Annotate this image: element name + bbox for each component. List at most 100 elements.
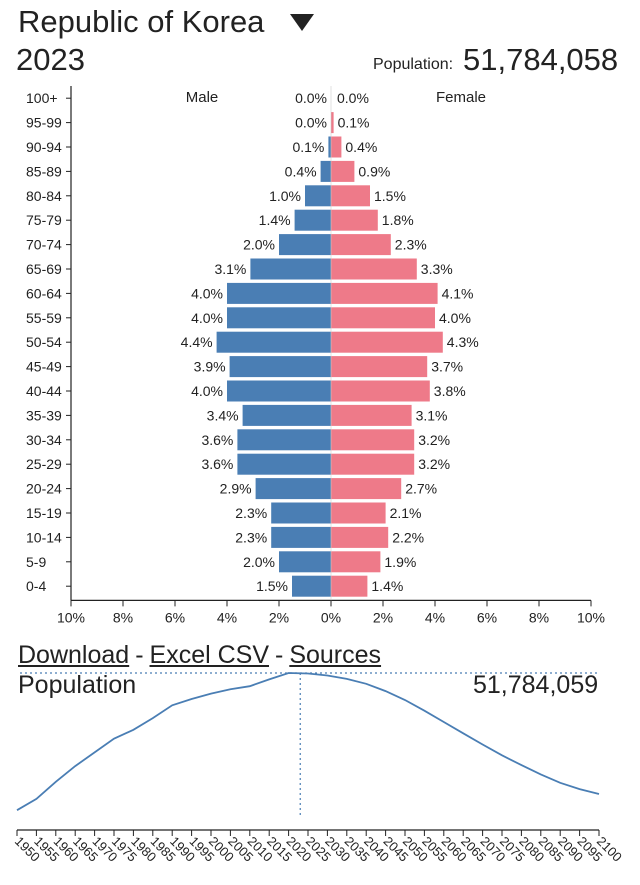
age-group-label: 95-99 bbox=[26, 115, 62, 131]
download-link[interactable]: Download bbox=[18, 641, 130, 669]
age-group-label: 55-59 bbox=[26, 310, 62, 326]
female-value-label: 1.4% bbox=[371, 578, 403, 594]
x-tick-label: 10% bbox=[577, 609, 605, 625]
legend-female: Female bbox=[436, 89, 486, 106]
country-dropdown-icon[interactable] bbox=[290, 14, 314, 31]
female-value-label: 1.9% bbox=[384, 554, 416, 570]
x-tick-label: 4% bbox=[425, 609, 445, 625]
age-group-label: 35-39 bbox=[26, 407, 62, 423]
excel-csv-link[interactable]: Excel CSV bbox=[149, 641, 269, 669]
male-bar bbox=[279, 551, 331, 573]
sources-link[interactable]: Sources bbox=[289, 641, 382, 669]
male-bar bbox=[227, 380, 331, 402]
female-value-label: 2.7% bbox=[405, 481, 437, 497]
male-value-label: 1.4% bbox=[259, 212, 291, 228]
female-value-label: 0.9% bbox=[358, 163, 390, 179]
male-bar bbox=[242, 404, 331, 426]
male-bar bbox=[305, 185, 331, 207]
male-value-label: 2.3% bbox=[235, 505, 267, 521]
male-bar bbox=[328, 136, 331, 158]
female-value-label: 3.8% bbox=[434, 383, 466, 399]
female-value-label: 4.1% bbox=[442, 285, 474, 301]
age-group-label: 90-94 bbox=[26, 139, 62, 155]
male-value-label: 3.4% bbox=[207, 407, 239, 423]
age-group-label: 15-19 bbox=[26, 505, 62, 521]
age-group-label: 70-74 bbox=[26, 237, 62, 253]
female-bar bbox=[331, 258, 417, 280]
male-bar bbox=[227, 307, 331, 329]
female-bar bbox=[331, 331, 443, 353]
age-group-label: 45-49 bbox=[26, 359, 62, 375]
link-separator: - bbox=[135, 641, 144, 669]
female-bar bbox=[331, 136, 342, 158]
line-chart-title: Population bbox=[18, 671, 137, 699]
age-group-label: 25-29 bbox=[26, 456, 62, 472]
country-title[interactable]: Republic of Korea bbox=[18, 4, 265, 39]
male-value-label: 0.4% bbox=[285, 163, 317, 179]
female-bar bbox=[331, 551, 381, 573]
female-bar bbox=[331, 185, 370, 207]
female-bar bbox=[331, 112, 334, 134]
age-group-label: 100+ bbox=[26, 90, 58, 106]
male-bar bbox=[271, 502, 331, 524]
female-value-label: 3.2% bbox=[418, 432, 450, 448]
line-chart-current-value: 51,784,059 bbox=[473, 671, 599, 699]
female-value-label: 2.1% bbox=[390, 505, 422, 521]
age-group-label: 0-4 bbox=[26, 578, 46, 594]
link-separator: - bbox=[275, 641, 284, 669]
male-value-label: 2.3% bbox=[235, 529, 267, 545]
age-group-label: 30-34 bbox=[26, 432, 62, 448]
female-bar bbox=[331, 478, 402, 500]
female-bar bbox=[331, 526, 389, 548]
female-bar bbox=[331, 429, 415, 451]
male-value-label: 4.0% bbox=[191, 285, 223, 301]
male-value-label: 3.1% bbox=[214, 261, 246, 277]
x-tick-label: 10% bbox=[57, 609, 85, 625]
male-value-label: 2.0% bbox=[243, 554, 275, 570]
female-bar bbox=[331, 160, 355, 182]
female-value-label: 2.3% bbox=[395, 237, 427, 253]
male-value-label: 1.5% bbox=[256, 578, 288, 594]
male-value-label: 0.1% bbox=[292, 139, 324, 155]
male-bar bbox=[271, 526, 331, 548]
male-bar bbox=[216, 331, 331, 353]
x-tick-label: 2% bbox=[373, 609, 393, 625]
female-value-label: 2.2% bbox=[392, 529, 424, 545]
male-bar bbox=[229, 356, 331, 378]
male-value-label: 3.6% bbox=[201, 456, 233, 472]
male-bar bbox=[255, 478, 331, 500]
female-value-label: 3.7% bbox=[431, 359, 463, 375]
female-bar bbox=[331, 502, 386, 524]
female-value-label: 4.3% bbox=[447, 334, 479, 350]
female-bar bbox=[331, 282, 438, 304]
female-value-label: 0.4% bbox=[345, 139, 377, 155]
male-value-label: 2.9% bbox=[220, 481, 252, 497]
male-bar bbox=[250, 258, 331, 280]
age-group-label: 65-69 bbox=[26, 261, 62, 277]
age-group-label: 40-44 bbox=[26, 383, 62, 399]
female-value-label: 1.8% bbox=[382, 212, 414, 228]
male-value-label: 4.0% bbox=[191, 383, 223, 399]
age-group-label: 50-54 bbox=[26, 334, 62, 350]
male-value-label: 3.9% bbox=[194, 359, 226, 375]
x-tick-label: 6% bbox=[165, 609, 185, 625]
age-group-label: 5-9 bbox=[26, 554, 46, 570]
male-value-label: 1.0% bbox=[269, 188, 301, 204]
male-bar bbox=[227, 282, 331, 304]
age-group-label: 60-64 bbox=[26, 285, 62, 301]
x-tick-label: 8% bbox=[113, 609, 133, 625]
female-bar bbox=[331, 209, 378, 231]
female-value-label: 3.1% bbox=[416, 407, 448, 423]
male-bar bbox=[320, 160, 331, 182]
x-tick-label: 6% bbox=[477, 609, 497, 625]
female-value-label: 3.2% bbox=[418, 456, 450, 472]
female-value-label: 4.0% bbox=[439, 310, 471, 326]
year-label: 2023 bbox=[16, 42, 85, 77]
male-value-label: 4.4% bbox=[181, 334, 213, 350]
female-bar bbox=[331, 307, 435, 329]
female-value-label: 1.5% bbox=[374, 188, 406, 204]
x-tick-label: 8% bbox=[529, 609, 549, 625]
age-group-label: 85-89 bbox=[26, 163, 62, 179]
male-bar bbox=[237, 429, 331, 451]
